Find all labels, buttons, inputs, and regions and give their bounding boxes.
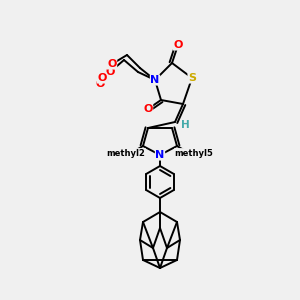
Text: O: O — [105, 67, 115, 77]
Text: S: S — [188, 73, 196, 83]
Text: O: O — [143, 104, 153, 114]
Text: methyl5: methyl5 — [175, 148, 213, 158]
Text: O: O — [97, 73, 107, 83]
Text: N: N — [155, 150, 165, 160]
Text: N: N — [150, 75, 160, 85]
Text: O: O — [173, 40, 183, 50]
Text: methyl2: methyl2 — [106, 148, 146, 158]
Text: O: O — [107, 59, 117, 69]
Text: methyl: methyl — [129, 151, 134, 152]
Text: H: H — [181, 120, 189, 130]
Text: methyl: methyl — [192, 151, 197, 152]
Text: O: O — [95, 79, 105, 89]
